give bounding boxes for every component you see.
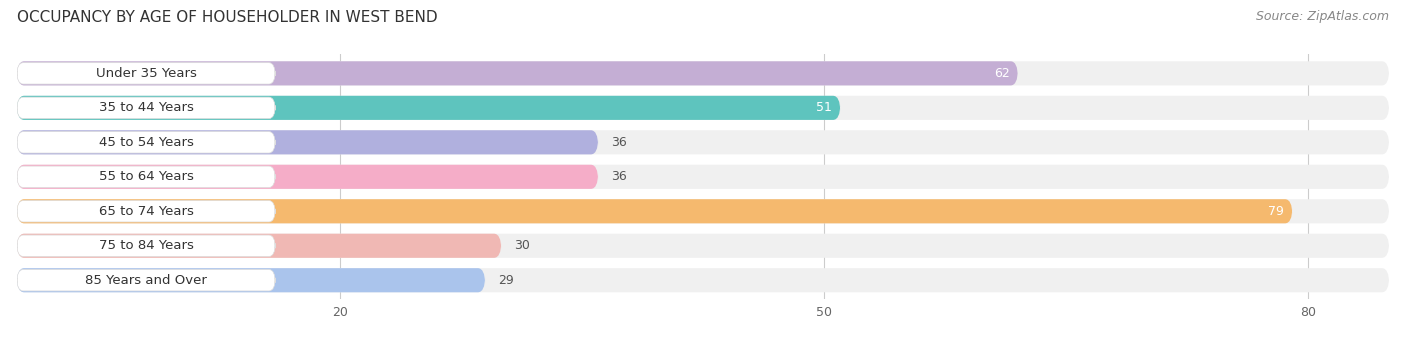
Text: 36: 36 bbox=[612, 170, 627, 183]
Text: 29: 29 bbox=[498, 274, 513, 287]
FancyBboxPatch shape bbox=[17, 234, 1389, 258]
Text: 62: 62 bbox=[994, 67, 1010, 80]
FancyBboxPatch shape bbox=[17, 130, 598, 154]
Text: 36: 36 bbox=[612, 136, 627, 149]
Text: 35 to 44 Years: 35 to 44 Years bbox=[98, 101, 194, 114]
FancyBboxPatch shape bbox=[17, 130, 1389, 154]
FancyBboxPatch shape bbox=[17, 235, 276, 256]
FancyBboxPatch shape bbox=[17, 165, 1389, 189]
Text: 75 to 84 Years: 75 to 84 Years bbox=[98, 239, 194, 252]
Text: 85 Years and Over: 85 Years and Over bbox=[86, 274, 207, 287]
Text: 30: 30 bbox=[515, 239, 530, 252]
Text: 65 to 74 Years: 65 to 74 Years bbox=[98, 205, 194, 218]
FancyBboxPatch shape bbox=[17, 96, 841, 120]
FancyBboxPatch shape bbox=[17, 166, 276, 187]
FancyBboxPatch shape bbox=[17, 63, 276, 84]
FancyBboxPatch shape bbox=[17, 268, 1389, 292]
FancyBboxPatch shape bbox=[17, 268, 485, 292]
Text: 55 to 64 Years: 55 to 64 Years bbox=[98, 170, 194, 183]
Text: 79: 79 bbox=[1268, 205, 1284, 218]
Text: OCCUPANCY BY AGE OF HOUSEHOLDER IN WEST BEND: OCCUPANCY BY AGE OF HOUSEHOLDER IN WEST … bbox=[17, 10, 437, 25]
FancyBboxPatch shape bbox=[17, 61, 1018, 85]
FancyBboxPatch shape bbox=[17, 165, 598, 189]
FancyBboxPatch shape bbox=[17, 132, 276, 153]
FancyBboxPatch shape bbox=[17, 96, 1389, 120]
Text: 45 to 54 Years: 45 to 54 Years bbox=[98, 136, 194, 149]
FancyBboxPatch shape bbox=[17, 270, 276, 291]
FancyBboxPatch shape bbox=[17, 61, 1389, 85]
FancyBboxPatch shape bbox=[17, 199, 1292, 223]
Text: 51: 51 bbox=[817, 101, 832, 114]
FancyBboxPatch shape bbox=[17, 234, 501, 258]
FancyBboxPatch shape bbox=[17, 199, 1389, 223]
FancyBboxPatch shape bbox=[17, 201, 276, 222]
Text: Source: ZipAtlas.com: Source: ZipAtlas.com bbox=[1256, 10, 1389, 23]
FancyBboxPatch shape bbox=[17, 97, 276, 119]
Text: Under 35 Years: Under 35 Years bbox=[96, 67, 197, 80]
